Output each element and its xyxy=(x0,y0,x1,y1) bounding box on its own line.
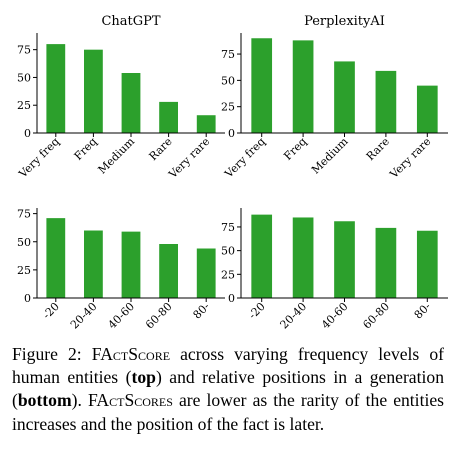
x-tick-label: 60-80 xyxy=(360,300,392,332)
bar xyxy=(251,214,273,298)
caption-bottom: bottom xyxy=(17,390,72,411)
y-tick-label: 0 xyxy=(24,127,31,140)
caption-factscores: FActScores xyxy=(87,390,173,411)
bar xyxy=(159,244,178,298)
x-tick-label: Rare xyxy=(364,135,392,163)
bar xyxy=(334,221,355,298)
x-tick-label: 20-40 xyxy=(278,300,310,332)
bar xyxy=(196,115,216,133)
x-tick-label: Very rare xyxy=(166,135,213,182)
x-tick-label: Very freq xyxy=(222,135,268,181)
x-tick-label: Medium xyxy=(309,135,351,177)
y-tick-label: 0 xyxy=(24,292,31,305)
bar xyxy=(375,70,397,133)
caption-label: Figure 2: xyxy=(12,344,82,364)
x-tick-label: 60-80 xyxy=(143,300,175,332)
caption-top: top xyxy=(131,367,156,388)
chart-title: ChatGPT xyxy=(101,14,160,29)
bar xyxy=(416,85,438,133)
y-tick-label: 25 xyxy=(221,268,235,281)
y-tick-label: 25 xyxy=(17,99,31,112)
bar xyxy=(121,73,141,133)
x-tick-label: 20-40 xyxy=(68,300,100,332)
y-tick-label: 25 xyxy=(17,264,31,277)
y-tick-label: 0 xyxy=(228,292,235,305)
x-tick-label: 40-60 xyxy=(319,300,351,332)
y-tick-label: 50 xyxy=(221,74,235,87)
chart-title: PerplexityAI xyxy=(304,14,385,29)
bar xyxy=(84,230,103,298)
caption-text-3: ). xyxy=(71,390,88,411)
y-tick-label: 50 xyxy=(221,245,235,258)
x-tick-label: Freq xyxy=(281,135,309,163)
x-tick-label: Rare xyxy=(147,135,175,163)
bar xyxy=(159,101,178,133)
x-tick-label: Medium xyxy=(96,135,138,177)
bar xyxy=(46,44,66,133)
y-tick-label: 75 xyxy=(17,208,31,221)
caption-text-1: across varying frequency levels of human… xyxy=(12,344,444,388)
bar xyxy=(251,38,273,134)
bar xyxy=(46,218,66,299)
bar xyxy=(121,231,141,299)
y-tick-label: 50 xyxy=(17,71,31,84)
bar xyxy=(84,49,103,133)
bar xyxy=(292,40,314,134)
bar xyxy=(375,227,397,298)
x-tick-label: -20 xyxy=(40,300,62,322)
caption-text-4: are lower as the rarity of the entities … xyxy=(12,390,445,434)
bar xyxy=(416,230,438,298)
x-tick-label: Freq xyxy=(72,135,100,163)
y-tick-label: 75 xyxy=(221,221,235,234)
y-tick-label: 0 xyxy=(228,127,235,140)
bar xyxy=(334,61,355,133)
figure-caption: Figure 2: FActScore across varying frequ… xyxy=(12,343,444,436)
bar xyxy=(292,217,314,298)
y-tick-label: 75 xyxy=(17,44,31,57)
x-tick-label: 80- xyxy=(412,300,434,322)
x-tick-label: Very freq xyxy=(16,135,62,181)
x-tick-label: Very rare xyxy=(387,135,434,182)
y-tick-label: 50 xyxy=(17,236,31,249)
y-tick-label: 75 xyxy=(221,48,235,61)
caption-factscore: FActScore xyxy=(91,344,171,364)
y-tick-label: 25 xyxy=(221,101,235,114)
x-tick-label: 80- xyxy=(191,300,213,322)
caption-text-2: ) and relative positions in a generation… xyxy=(12,367,444,411)
x-tick-label: -20 xyxy=(246,300,268,322)
x-tick-label: 40-60 xyxy=(106,300,138,332)
bar xyxy=(196,248,216,298)
